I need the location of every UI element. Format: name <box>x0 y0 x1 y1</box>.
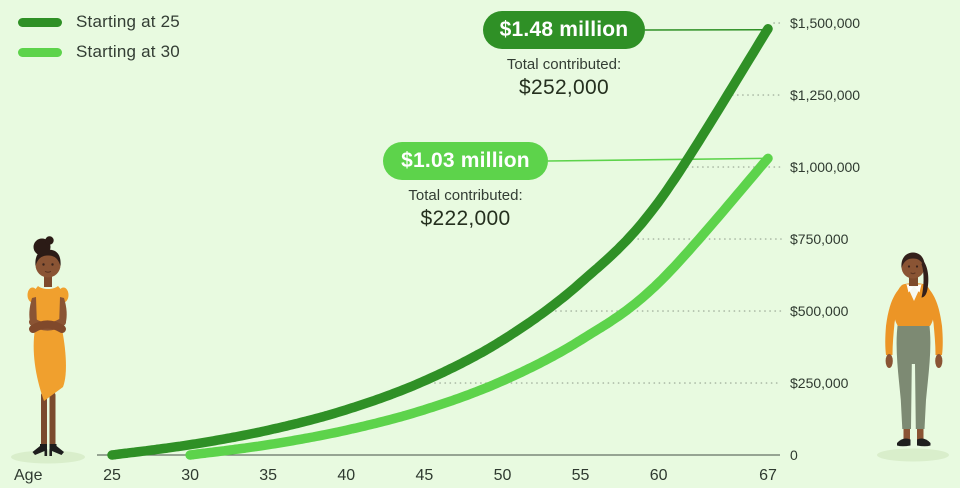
flat-shoes-icon <box>897 438 931 447</box>
x-axis-label-50: 50 <box>493 467 512 484</box>
y-axis-label-1250000: $1,250,000 <box>790 87 861 103</box>
legend-item-starting-25: Starting at 25 <box>18 10 180 34</box>
face <box>42 263 54 273</box>
legend-label: Starting at 30 <box>76 42 180 61</box>
orange-dress <box>27 286 69 401</box>
legend-swatch-dark-green <box>18 17 62 27</box>
y-axis-label-250000: $250,000 <box>790 375 849 391</box>
x-axis-label-25: 25 <box>103 467 121 484</box>
x-axis-title: Age <box>14 467 43 484</box>
total-contributed-label: Total contributed: <box>408 187 523 204</box>
y-axis-label-1000000: $1,000,000 <box>790 159 861 175</box>
x-axis-label-40: 40 <box>337 467 356 484</box>
shadow <box>11 450 85 464</box>
legend-label: Starting at 25 <box>76 12 180 31</box>
legend-swatch-light-green <box>18 47 62 57</box>
hair-ponytail <box>901 252 929 298</box>
value-badge-1-03-million: $1.03 million <box>383 142 548 180</box>
x-axis-label-35: 35 <box>259 467 278 484</box>
total-contributed-label: Total contributed: <box>506 56 622 73</box>
total-contributed-amount: $252,000 <box>519 76 609 99</box>
legs <box>41 392 56 448</box>
x-axis-label-30: 30 <box>181 467 199 484</box>
head <box>901 255 925 279</box>
series-curve-starting-25 <box>107 24 773 460</box>
chart-legend: Starting at 25 Starting at 30 <box>18 10 180 70</box>
neck <box>44 274 52 287</box>
high-heels-icon <box>32 444 64 456</box>
older-woman-illustration <box>877 252 949 462</box>
y-axis-label-750000: $750,000 <box>790 231 849 247</box>
ankles <box>903 424 924 440</box>
x-axis-label-55: 55 <box>571 467 590 484</box>
series-curve-starting-30 <box>185 153 773 460</box>
gray-pants <box>896 322 931 429</box>
head <box>35 252 61 278</box>
neck <box>909 275 918 286</box>
face <box>907 265 919 275</box>
shadow <box>877 448 949 462</box>
total-contributed-amount: $222,000 <box>420 207 511 230</box>
hands <box>885 354 943 368</box>
y-axis-label-1500000: $1,500,000 <box>790 15 861 31</box>
crossed-arms <box>29 297 67 333</box>
x-axis-label-60: 60 <box>649 467 668 484</box>
value-badge-1-48-million: $1.48 million <box>483 11 645 49</box>
young-woman-illustration <box>11 236 85 464</box>
legend-item-starting-30: Starting at 30 <box>18 40 180 64</box>
y-axis-label-0: 0 <box>790 447 798 463</box>
callout-connector-30 <box>547 157 765 162</box>
y-axis-label-500000: $500,000 <box>790 303 849 319</box>
callout-starting-30: $1.03 million Total contributed: $222,00… <box>383 142 548 231</box>
x-axis-label-67: 67 <box>759 467 777 484</box>
hair-bun <box>33 236 61 266</box>
x-axis-label-45: 45 <box>415 467 434 484</box>
callout-starting-25: $1.48 million Total contributed: $252,00… <box>483 11 645 100</box>
